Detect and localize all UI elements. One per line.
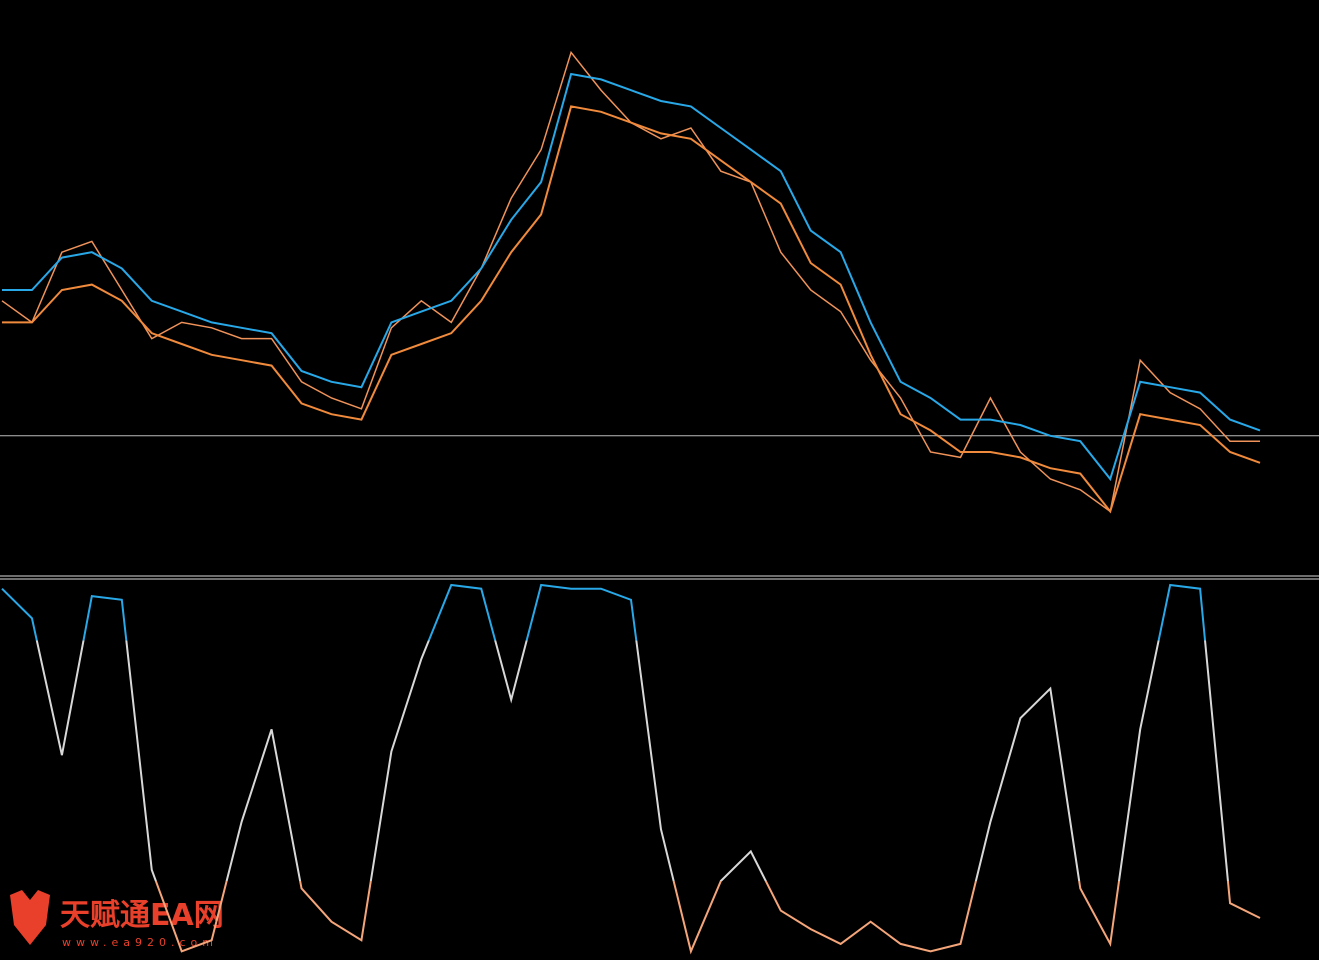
series-line (2, 105, 1261, 514)
logo (10, 890, 50, 945)
watermark-title: 天赋通EA网 (60, 898, 224, 933)
oscillator-line (1, 583, 1261, 955)
watermark: 天赋通EA网 www.ea920.com (10, 890, 224, 949)
series-line (2, 72, 1261, 482)
watermark-url: www.ea920.com (62, 936, 218, 949)
series-line (1, 50, 1260, 513)
